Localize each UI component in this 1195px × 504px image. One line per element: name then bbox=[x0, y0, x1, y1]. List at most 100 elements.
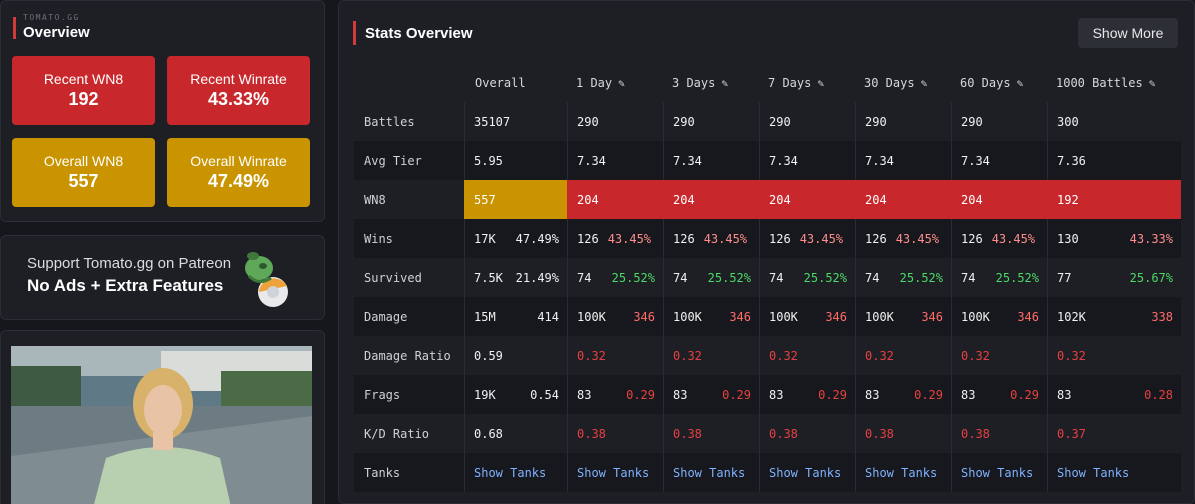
pencil-icon[interactable]: ✎ bbox=[1016, 76, 1024, 90]
cell-total: 83 bbox=[865, 387, 880, 402]
cell-percent: 43.45% bbox=[895, 231, 940, 246]
cell-count: 74 bbox=[769, 270, 784, 285]
column-label: 60 Days bbox=[960, 76, 1011, 90]
cell-count: 74 bbox=[577, 270, 592, 285]
pencil-icon[interactable]: ✎ bbox=[1148, 76, 1156, 90]
table-cell: 7.36 bbox=[1047, 141, 1181, 180]
show-tanks-link[interactable]: Show Tanks bbox=[567, 453, 663, 492]
table-cell: 290 bbox=[951, 102, 1047, 141]
cell-total: 19K bbox=[474, 387, 496, 402]
show-tanks-link[interactable]: Show Tanks bbox=[855, 453, 951, 492]
wn8-cell: 204 bbox=[951, 180, 1047, 219]
cell-percent: 47.49% bbox=[515, 231, 559, 246]
cell-total: 100K bbox=[577, 309, 606, 324]
cell-count: 130 bbox=[1057, 231, 1079, 246]
table-row: Tanks Show Tanks Show Tanks Show Tanks S… bbox=[354, 453, 1181, 492]
cell-total: 100K bbox=[961, 309, 990, 324]
cell-average: 338 bbox=[1151, 309, 1173, 324]
show-tanks-link[interactable]: Show Tanks bbox=[663, 453, 759, 492]
stats-table: Overall 1 Day ✎ 3 Days ✎ 7 Days ✎ 30 Days ✎ … bbox=[354, 64, 1181, 492]
show-tanks-link[interactable]: Show Tanks bbox=[464, 453, 567, 492]
table-cell: 300 bbox=[1047, 102, 1181, 141]
pencil-icon[interactable]: ✎ bbox=[618, 76, 625, 90]
cell-percent: 25.52% bbox=[899, 270, 943, 285]
table-cell: 100K 346 bbox=[951, 297, 1047, 336]
wn8-cell: 192 bbox=[1047, 180, 1181, 219]
cell-percent: 43.45% bbox=[799, 231, 844, 246]
table-row: Damage Ratio 0.59 0.32 0.32 0.32 0.32 0.… bbox=[354, 336, 1181, 375]
pencil-icon[interactable]: ✎ bbox=[817, 76, 824, 90]
row-label: Damage Ratio bbox=[364, 348, 451, 363]
show-tanks-link[interactable]: Show Tanks bbox=[1047, 453, 1181, 492]
cell-count: 17K bbox=[474, 231, 496, 246]
column-header[interactable]: 1000 Battles ✎ bbox=[1047, 64, 1181, 102]
table-cell: 77 25.67% bbox=[1047, 258, 1181, 297]
table-cell: 83 0.29 bbox=[951, 375, 1047, 414]
cell-percent: 21.49% bbox=[515, 270, 559, 285]
table-header-row: Overall 1 Day ✎ 3 Days ✎ 7 Days ✎ 30 Days ✎ … bbox=[354, 64, 1181, 102]
table-cell: 74 25.52% bbox=[855, 258, 951, 297]
table-row: Survived 7.5K 21.49% 74 25.52% 74 25.52% 74… bbox=[354, 258, 1181, 297]
table-row: Wins 17K 47.49% 126 43.45% 126 43.45% 126 43… bbox=[354, 219, 1181, 258]
show-tanks-link[interactable]: Show Tanks bbox=[759, 453, 855, 492]
cell-percent: 43.45% bbox=[703, 231, 748, 246]
cell-total: 83 bbox=[1057, 387, 1072, 402]
wn8-cell: 204 bbox=[663, 180, 759, 219]
table-cell: 35107 bbox=[464, 102, 567, 141]
video-player[interactable] bbox=[11, 346, 312, 504]
cell-count: 126 bbox=[673, 231, 695, 246]
cell-average: 414 bbox=[537, 309, 559, 324]
table-cell: 83 0.29 bbox=[855, 375, 951, 414]
cell-average: 0.29 bbox=[914, 387, 943, 402]
cell-average: 346 bbox=[729, 309, 751, 324]
tile-value: 47.49% bbox=[207, 171, 270, 191]
patreon-features-text: No Ads + Extra Features bbox=[27, 276, 224, 295]
pencil-icon[interactable]: ✎ bbox=[721, 76, 728, 90]
table-cell: 0.38 bbox=[759, 414, 855, 453]
table-row: Damage 15M 414 100K 346 100K 346 100K 346 10… bbox=[354, 297, 1181, 336]
cell-count: 74 bbox=[961, 270, 976, 285]
column-header[interactable]: 7 Days ✎ bbox=[759, 64, 855, 102]
column-header[interactable]: 1 Day ✎ bbox=[567, 64, 663, 102]
row-label: Tanks bbox=[364, 465, 401, 480]
table-cell: 100K 346 bbox=[567, 297, 663, 336]
show-tanks-link[interactable]: Show Tanks bbox=[951, 453, 1047, 492]
column-header[interactable]: 3 Days ✎ bbox=[663, 64, 759, 102]
table-cell: 0.32 bbox=[567, 336, 663, 375]
table-cell: 0.38 bbox=[951, 414, 1047, 453]
table-cell: 0.32 bbox=[855, 336, 951, 375]
patreon-banner[interactable]: Support Tomato.gg on Patreon No Ads + Ex… bbox=[0, 235, 325, 320]
table-cell: 7.34 bbox=[855, 141, 951, 180]
cell-average: 346 bbox=[825, 309, 847, 324]
cell-percent: 25.52% bbox=[995, 270, 1039, 285]
table-cell: 7.34 bbox=[759, 141, 855, 180]
show-more-button[interactable]: Show More bbox=[1078, 18, 1178, 48]
cell-total: 83 bbox=[577, 387, 592, 402]
table-cell: 290 bbox=[855, 102, 951, 141]
tile-value: 43.33% bbox=[207, 89, 270, 109]
title-accent-bar bbox=[13, 17, 16, 39]
cell-count: 74 bbox=[673, 270, 688, 285]
table-cell: 5.95 bbox=[464, 141, 567, 180]
column-label: 30 Days bbox=[864, 76, 915, 90]
cell-average: 0.29 bbox=[722, 387, 751, 402]
table-cell: 100K 346 bbox=[759, 297, 855, 336]
table-cell: 83 0.29 bbox=[759, 375, 855, 414]
column-header[interactable]: 30 Days ✎ bbox=[855, 64, 951, 102]
table-cell: 0.32 bbox=[663, 336, 759, 375]
cell-percent: 43.45% bbox=[991, 231, 1036, 246]
title-accent-bar bbox=[353, 21, 356, 45]
cell-count: 126 bbox=[961, 231, 983, 246]
cell-total: 102K bbox=[1057, 309, 1086, 324]
cell-percent: 43.45% bbox=[607, 231, 652, 246]
brand-label: TOMATO.GG bbox=[23, 13, 80, 22]
row-label: Survived bbox=[364, 270, 422, 285]
column-label: 1000 Battles bbox=[1056, 76, 1143, 90]
table-cell: 126 43.45% bbox=[759, 219, 855, 258]
table-cell: 0.32 bbox=[1047, 336, 1181, 375]
table-cell: 0.32 bbox=[951, 336, 1047, 375]
pencil-icon[interactable]: ✎ bbox=[920, 76, 928, 90]
column-header[interactable]: 60 Days ✎ bbox=[951, 64, 1047, 102]
table-cell: 0.37 bbox=[1047, 414, 1181, 453]
table-cell: 74 25.52% bbox=[759, 258, 855, 297]
